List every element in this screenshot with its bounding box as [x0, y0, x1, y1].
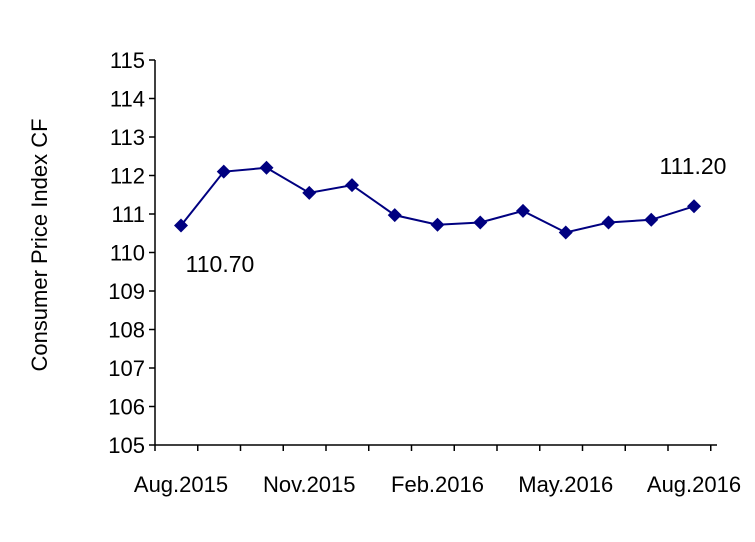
data-point-marker: [174, 218, 188, 233]
data-point-marker: [601, 215, 616, 230]
series-group: [174, 160, 701, 240]
data-point-marker: [558, 225, 573, 240]
y-axis-title: Consumer Price Index CF: [27, 118, 52, 371]
data-point-marker: [259, 160, 274, 175]
last-value-label: 111.20: [660, 153, 727, 179]
y-tick-label: 108: [108, 318, 145, 343]
data-point-marker: [387, 208, 402, 223]
x-tick-label: Feb.2016: [391, 472, 484, 497]
data-point-marker: [216, 164, 231, 179]
data-point-marker: [687, 199, 701, 214]
y-tick-label: 105: [108, 433, 145, 458]
y-tick-label: 111: [112, 202, 145, 227]
data-point-marker: [644, 212, 659, 227]
data-point-marker: [430, 217, 445, 232]
y-tick-label: 114: [110, 87, 145, 112]
x-tick-label: Nov.2015: [263, 472, 356, 497]
y-tick-label: 109: [108, 279, 145, 304]
annotations: 110.70 111.20: [186, 153, 727, 277]
y-tick-label: 112: [110, 164, 145, 189]
first-value-label: 110.70: [186, 251, 255, 277]
y-tick-label: 106: [108, 395, 145, 420]
y-tick-label: 107: [108, 356, 145, 381]
y-tick-label: 110: [110, 241, 145, 266]
y-tick-label: 115: [110, 48, 145, 73]
data-point-marker: [473, 215, 488, 230]
x-tick-label: Aug.2015: [134, 472, 228, 497]
data-point-marker: [345, 178, 359, 193]
y-tick-label: 113: [110, 125, 145, 150]
x-axis: Aug.2015 Nov.2015 Feb.2016 May.2016 Aug.2016: [134, 444, 741, 497]
data-point-marker: [302, 185, 317, 200]
data-point-marker: [516, 203, 530, 218]
y-axis: 105 106 107 108 109 110 111 112 113 114 115: [108, 48, 156, 458]
x-tick-label: May.2016: [518, 472, 613, 497]
x-tick-label: Aug.2016: [647, 472, 741, 497]
